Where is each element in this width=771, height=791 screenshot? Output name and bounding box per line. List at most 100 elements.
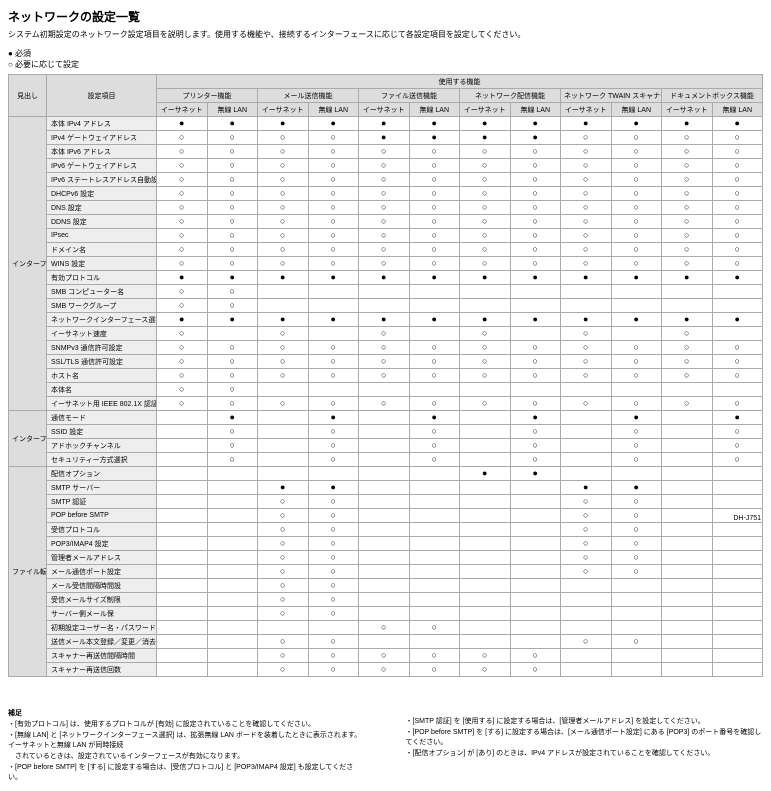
cell: ○	[662, 369, 713, 383]
cell: ○	[308, 593, 359, 607]
cell: ○	[258, 397, 309, 411]
cell: ●	[308, 313, 359, 327]
table-row: SSID 設定○○○○○○	[9, 425, 763, 439]
cell: ○	[308, 187, 359, 201]
item-name: 送信メール本文登録／変更／消去	[47, 635, 157, 649]
cell: ○	[712, 201, 763, 215]
cell: ○	[258, 495, 309, 509]
cell: ●	[409, 131, 460, 145]
cell	[157, 537, 208, 551]
cell	[561, 621, 612, 635]
cell	[207, 579, 258, 593]
cell: ○	[359, 257, 410, 271]
table-row: SMB ワークグループ○○	[9, 299, 763, 313]
cell: ●	[207, 313, 258, 327]
cell: ○	[258, 565, 309, 579]
sub-col: 無線 LAN	[308, 103, 359, 117]
cell	[157, 635, 208, 649]
cell	[409, 579, 460, 593]
cell	[662, 439, 713, 453]
cell: ○	[157, 383, 208, 397]
cell: ○	[308, 257, 359, 271]
table-row: ドメイン名○○○○○○○○○○○○	[9, 243, 763, 257]
item-name: 本体 IPv6 アドレス	[47, 145, 157, 159]
cell: ●	[561, 481, 612, 495]
cell: ○	[460, 663, 511, 677]
cell	[207, 495, 258, 509]
cell: ○	[611, 397, 662, 411]
cell: ○	[561, 537, 612, 551]
cell: ○	[712, 131, 763, 145]
cell: ○	[207, 229, 258, 243]
cell: ○	[611, 635, 662, 649]
cell	[561, 579, 612, 593]
cell	[510, 579, 561, 593]
cell: ○	[157, 159, 208, 173]
cell: ○	[510, 243, 561, 257]
cell	[510, 481, 561, 495]
cell: ○	[611, 187, 662, 201]
cell	[460, 509, 511, 523]
cell	[460, 579, 511, 593]
cell	[359, 593, 410, 607]
cell: ○	[207, 453, 258, 467]
cell	[359, 537, 410, 551]
cell: ●	[460, 271, 511, 285]
cell	[359, 565, 410, 579]
cell	[561, 425, 612, 439]
cell: ○	[409, 621, 460, 635]
cell	[308, 285, 359, 299]
cell: ○	[207, 369, 258, 383]
cell: ○	[662, 397, 713, 411]
cell	[359, 481, 410, 495]
cell: ○	[359, 355, 410, 369]
cell: ○	[561, 229, 612, 243]
cell	[460, 523, 511, 537]
cell	[662, 551, 713, 565]
cell: ○	[308, 579, 359, 593]
cell	[409, 607, 460, 621]
item-name: DDNS 設定	[47, 215, 157, 229]
cell: ○	[157, 257, 208, 271]
cell: ○	[611, 523, 662, 537]
cell: ○	[510, 145, 561, 159]
cell	[662, 467, 713, 481]
cell: ○	[611, 355, 662, 369]
cell: ○	[207, 439, 258, 453]
cell	[359, 579, 410, 593]
cell	[712, 523, 763, 537]
cell: ○	[359, 663, 410, 677]
cell: ○	[157, 229, 208, 243]
cell: ○	[611, 201, 662, 215]
cell: ○	[712, 159, 763, 173]
cell: ○	[207, 243, 258, 257]
cell	[712, 663, 763, 677]
cell	[409, 635, 460, 649]
cell: ○	[611, 159, 662, 173]
cell	[611, 579, 662, 593]
cell: ●	[258, 271, 309, 285]
cell: ○	[712, 173, 763, 187]
cell: ○	[409, 355, 460, 369]
cell	[207, 635, 258, 649]
item-name: SSID 設定	[47, 425, 157, 439]
cell: ○	[561, 397, 612, 411]
cell	[460, 453, 511, 467]
cell	[662, 285, 713, 299]
cell: ○	[611, 495, 662, 509]
table-row: 初期設定ユーザー名・パスワード○○	[9, 621, 763, 635]
cell: ○	[561, 635, 612, 649]
table-row: イーサネット用 IEEE 802.1X 認証○○○○○○○○○○○○	[9, 397, 763, 411]
cell: ○	[157, 397, 208, 411]
cell: ○	[409, 397, 460, 411]
cell: ○	[258, 607, 309, 621]
item-name: イーサネット用 IEEE 802.1X 認証	[47, 397, 157, 411]
cell: ○	[460, 327, 511, 341]
cell: ○	[561, 187, 612, 201]
cell: ●	[157, 117, 208, 131]
cell: ○	[460, 145, 511, 159]
item-name: ホスト名	[47, 369, 157, 383]
cell: ●	[409, 271, 460, 285]
cell: ○	[611, 257, 662, 271]
table-row: IPv6 ゲートウェイアドレス○○○○○○○○○○○○	[9, 159, 763, 173]
